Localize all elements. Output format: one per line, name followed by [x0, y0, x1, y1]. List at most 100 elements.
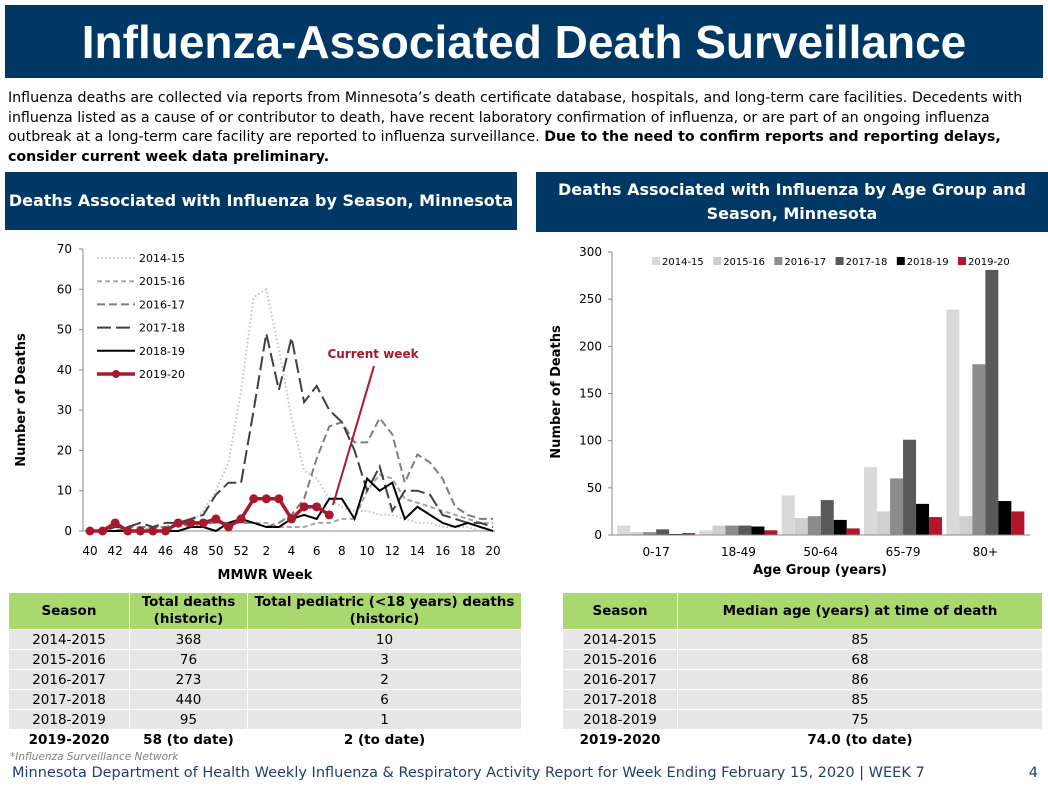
table-row: 2018-2019 95 1	[8, 709, 522, 730]
x-tick-label: 50	[208, 544, 223, 558]
x-tick-label: 42	[108, 544, 123, 558]
bar	[738, 525, 752, 535]
bar	[794, 518, 808, 535]
cell: 2016-2017	[8, 669, 130, 690]
x-tick-label: 2	[262, 544, 270, 558]
y-tick-label: 50	[587, 481, 602, 495]
legend-label: 2015-16	[723, 257, 765, 268]
x-tick-label: 0-17	[643, 545, 670, 559]
bar	[890, 478, 904, 535]
annotation: Current week	[327, 347, 419, 361]
series-line	[90, 416, 493, 532]
legend-label: 2018-19	[139, 345, 185, 358]
bar	[725, 525, 739, 535]
x-tick-label: 6	[313, 544, 321, 558]
y-tick-label: 70	[57, 242, 72, 256]
x-tick-label: 50-64	[803, 545, 838, 559]
annotation-arrow	[332, 365, 375, 506]
legend-label: 2017-18	[846, 257, 888, 268]
bar	[656, 529, 670, 535]
bar	[630, 532, 644, 535]
cell: 58 (to date)	[129, 729, 248, 750]
y-tick-label: 20	[57, 443, 72, 457]
bar	[946, 309, 960, 535]
column-header: Season	[562, 592, 678, 630]
x-tick-label: 4	[288, 544, 296, 558]
footer: Minnesota Department of Health Weekly In…	[12, 765, 925, 781]
section-header: Deaths Associated with Influenza by Seas…	[5, 172, 517, 230]
cell: 2014-2015	[8, 629, 130, 650]
bar	[764, 530, 778, 535]
legend-label: 2019-20	[139, 368, 185, 381]
x-tick-label: 14	[410, 544, 425, 558]
x-tick-label: 52	[233, 544, 248, 558]
bar	[820, 500, 834, 535]
cell: 2019-2020	[562, 729, 678, 750]
cell: 68	[677, 649, 1043, 670]
series-line	[90, 476, 494, 533]
point	[224, 522, 234, 532]
bar	[833, 519, 847, 535]
y-tick-label: 0	[594, 528, 602, 542]
y-tick-label: 150	[579, 387, 602, 401]
y-tick-label: 250	[579, 292, 602, 306]
table-row: 2018-2019 75	[562, 709, 1043, 730]
legend-label: 2019-20	[968, 257, 1010, 268]
table-row: 2017-2018 440 6	[8, 689, 522, 710]
cell: 2 (to date)	[247, 729, 522, 750]
table-row: 2019-2020 74.0 (to date)	[562, 729, 1043, 750]
cell: 2017-2018	[562, 689, 678, 710]
bar	[617, 525, 631, 535]
bar	[959, 516, 973, 535]
bar	[751, 526, 765, 535]
table-row: 2019-2020 58 (to date) 2 (to date)	[8, 729, 522, 750]
cell: 85	[677, 689, 1043, 710]
y-tick-label: 10	[57, 484, 72, 498]
table-row: 2016-2017 273 2	[8, 669, 522, 690]
point	[148, 526, 158, 536]
cell: 1	[247, 709, 522, 730]
legend-label: 2017-18	[139, 322, 185, 335]
table-row: 2017-2018 85	[562, 689, 1043, 710]
y-axis-title: Number of Deaths	[14, 333, 29, 467]
x-axis-title: Age Group (years)	[753, 563, 887, 578]
series-line	[90, 497, 331, 533]
cell: 76	[129, 649, 248, 670]
legend-marker	[112, 370, 120, 378]
column-header: Total pediatric (<18 years) deaths (hist…	[247, 592, 522, 630]
y-axis-title: Number of Deaths	[549, 325, 564, 459]
table-row: 2015-2016 76 3	[8, 649, 522, 670]
bar	[916, 503, 930, 535]
x-tick-label: 80+	[973, 545, 998, 559]
cell: 74.0 (to date)	[677, 729, 1043, 750]
table-row: 2015-2016 68	[562, 649, 1043, 670]
point	[236, 514, 246, 524]
header-row: Season Median age (years) at time of deat…	[562, 592, 1043, 630]
deaths-table: Season Total deaths (historic) Total pedia…	[8, 592, 522, 750]
bar	[998, 501, 1012, 535]
bar	[929, 517, 943, 535]
legend-swatch	[896, 257, 905, 265]
table-row: 2016-2017 86	[562, 669, 1043, 690]
bar	[903, 439, 917, 535]
cell: 75	[677, 709, 1043, 730]
page-number: 4	[1028, 765, 1038, 781]
cell: 10	[247, 629, 522, 650]
cell: 2015-2016	[562, 649, 678, 670]
x-tick-label: 18	[460, 544, 475, 558]
bar	[682, 533, 696, 535]
column-header: Median age (years) at time of death	[677, 592, 1043, 630]
x-tick-label: 44	[133, 544, 148, 558]
legend-label: 2018-19	[907, 257, 949, 268]
point	[211, 514, 221, 524]
legend-swatch	[958, 257, 966, 265]
table-row: 2014-2015 85	[562, 629, 1043, 650]
x-tick-label: 12	[385, 544, 400, 558]
column-header: Total deaths (historic)	[129, 592, 248, 630]
legend-label: 2016-17	[139, 298, 185, 311]
point	[85, 526, 95, 536]
legend-swatch	[713, 257, 722, 265]
bar	[864, 467, 878, 535]
point	[173, 518, 183, 528]
